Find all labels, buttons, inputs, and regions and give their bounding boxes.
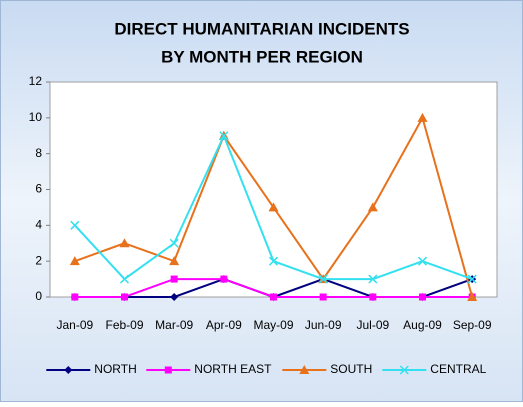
x-tick-label: Jul-09: [356, 318, 389, 332]
y-tick-label: 2: [35, 253, 42, 267]
data-point: [319, 293, 327, 301]
legend-label: CENTRAL: [430, 362, 486, 376]
y-tick-label: 12: [29, 74, 43, 88]
y-tick-label: 6: [35, 182, 42, 196]
chart-title: BY MONTH PER REGION: [161, 47, 363, 66]
x-tick-label: Sep-09: [453, 318, 492, 332]
data-point: [417, 112, 428, 122]
data-point: [268, 202, 279, 212]
data-point: [318, 274, 328, 284]
data-point: [367, 202, 378, 212]
data-point: [268, 256, 279, 266]
data-point: [368, 274, 378, 284]
data-point: [169, 256, 180, 266]
data-point: [369, 293, 377, 301]
data-point: [467, 292, 478, 301]
data-point: [121, 293, 128, 301]
data-point: [419, 293, 426, 301]
legend-label: NORTH: [94, 362, 136, 376]
data-point: [119, 274, 130, 284]
x-tick-label: Jun-09: [305, 318, 342, 332]
legend-label: SOUTH: [330, 362, 372, 376]
data-point: [69, 256, 80, 266]
x-tick-label: Apr-09: [206, 318, 242, 332]
legend-marker: [299, 365, 310, 374]
data-point: [170, 293, 179, 301]
y-tick-label: 8: [35, 146, 42, 160]
legend-marker: [399, 365, 409, 375]
data-point: [119, 238, 130, 248]
x-tick-label: Mar-09: [155, 318, 193, 332]
data-point: [220, 275, 228, 283]
x-tick-label: Aug-09: [403, 318, 442, 332]
data-point: [270, 293, 277, 301]
y-tick-label: 0: [35, 289, 42, 303]
x-tick-label: May-09: [253, 318, 293, 332]
legend-marker: [64, 366, 73, 374]
legend-marker: [164, 366, 172, 374]
y-tick-label: 4: [35, 218, 42, 232]
data-point: [467, 274, 477, 284]
data-point: [170, 275, 178, 283]
y-tick-label: 10: [29, 110, 43, 124]
data-point: [71, 293, 79, 301]
x-tick-label: Jan-09: [56, 318, 93, 332]
x-tick-label: Feb-09: [105, 318, 143, 332]
data-point: [219, 131, 229, 141]
data-point: [70, 220, 80, 230]
chart-title: DIRECT HUMANITARIAN INCIDENTS: [114, 19, 409, 38]
legend-label: NORTH EAST: [194, 362, 272, 376]
data-point: [417, 256, 428, 266]
data-point: [169, 238, 179, 248]
